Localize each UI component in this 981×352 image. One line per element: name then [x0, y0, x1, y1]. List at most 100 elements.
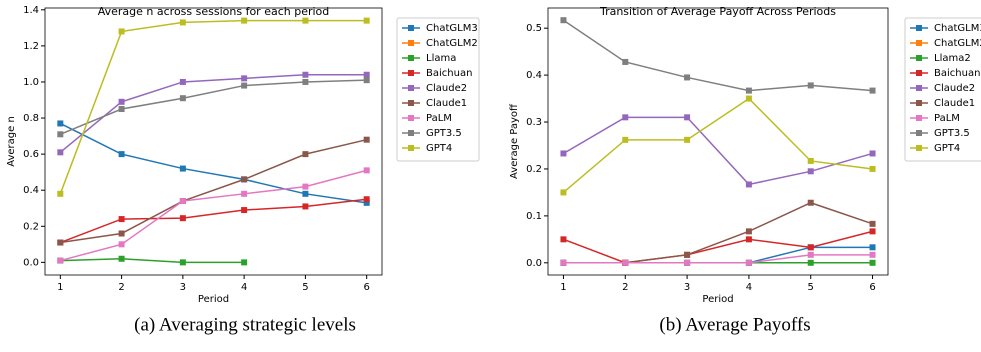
- series-line: [60, 138, 367, 244]
- x-tick-label: 2: [622, 282, 628, 293]
- y-tick-label: 0.0: [23, 257, 39, 268]
- point-marker: [179, 259, 186, 266]
- point-marker: [807, 82, 814, 89]
- point-marker: [241, 17, 248, 24]
- point-marker: [622, 58, 629, 65]
- legend-label: PaLM: [426, 113, 452, 124]
- point-marker: [57, 149, 64, 156]
- legend-swatch: [916, 130, 922, 136]
- point-marker: [869, 87, 876, 94]
- series-line: [563, 254, 873, 264]
- point-marker: [302, 183, 309, 190]
- legend-swatch: [408, 40, 414, 46]
- y-tick-label: 0.8: [23, 113, 39, 124]
- point-marker: [869, 228, 876, 235]
- point-marker: [560, 236, 567, 243]
- x-tick-label: 6: [363, 282, 369, 293]
- legend-swatch: [408, 85, 414, 91]
- legend-label: PaLM: [934, 113, 960, 124]
- point-marker: [57, 190, 64, 197]
- point-marker: [622, 259, 629, 266]
- series-line: [60, 79, 367, 135]
- legend-label: GPT3.5: [934, 128, 970, 139]
- chart-title: Transition of Average Payoff Across Peri…: [599, 5, 836, 18]
- point-marker: [869, 251, 876, 258]
- legend-swatch: [916, 100, 922, 106]
- point-marker: [745, 95, 752, 102]
- point-marker: [745, 181, 752, 188]
- y-tick-label: 1.0: [23, 77, 39, 88]
- legend-swatch: [916, 55, 922, 61]
- legend-label: GPT4: [426, 143, 452, 154]
- point-marker: [622, 114, 629, 121]
- legend-label: ChatGLM3: [934, 23, 981, 34]
- legend-swatch: [916, 145, 922, 151]
- x-tick-label: 1: [560, 282, 566, 293]
- point-marker: [745, 236, 752, 243]
- legend-label: GPT4: [934, 143, 960, 154]
- point-marker: [118, 255, 125, 262]
- y-tick-label: 0.0: [526, 258, 542, 269]
- legend-swatch: [916, 115, 922, 121]
- series-line: [60, 198, 367, 244]
- legend-label: Claude2: [426, 83, 467, 94]
- x-tick-label: 2: [118, 282, 124, 293]
- point-marker: [57, 257, 64, 264]
- y-tick-label: 0.5: [526, 23, 542, 34]
- legend-swatch: [916, 85, 922, 91]
- point-marker: [363, 196, 370, 203]
- legend-label: ChatGLM2: [426, 38, 478, 49]
- point-marker: [869, 165, 876, 172]
- legend-swatch: [408, 115, 414, 121]
- y-axis-label: Average Payoff: [509, 103, 520, 179]
- legend-label: Claude1: [426, 98, 467, 109]
- point-marker: [302, 17, 309, 24]
- point-marker: [179, 19, 186, 26]
- y-tick-label: 0.4: [526, 70, 542, 81]
- series-line: [59, 122, 367, 204]
- point-marker: [118, 106, 125, 113]
- x-tick-label: 3: [180, 282, 186, 293]
- point-marker: [560, 150, 567, 157]
- point-marker: [57, 239, 64, 246]
- series-line: [563, 201, 873, 264]
- point-marker: [302, 151, 309, 158]
- y-tick-label: 1.4: [23, 5, 39, 16]
- legend-swatch: [916, 40, 922, 46]
- point-marker: [684, 74, 691, 81]
- point-marker: [869, 259, 876, 266]
- point-marker: [807, 244, 814, 251]
- x-tick-label: 6: [869, 282, 875, 293]
- point-marker: [241, 259, 248, 266]
- point-marker: [179, 198, 186, 205]
- legend-swatch: [408, 100, 414, 106]
- point-marker: [363, 71, 370, 78]
- legend-label: Claude2: [934, 83, 975, 94]
- point-marker: [807, 157, 814, 164]
- point-marker: [118, 28, 125, 35]
- point-marker: [363, 136, 370, 143]
- legend-label: GPT3.5: [426, 128, 462, 139]
- legend-swatch: [408, 70, 414, 76]
- point-marker: [363, 17, 370, 24]
- point-marker: [560, 259, 567, 266]
- plot-frame: [44, 7, 383, 276]
- legend-swatch: [408, 130, 414, 136]
- x-tick-label: 3: [684, 282, 690, 293]
- point-marker: [745, 87, 752, 94]
- legend-label: Llama: [426, 53, 456, 64]
- y-tick-label: 0.1: [526, 211, 542, 222]
- point-marker: [118, 151, 125, 158]
- x-tick-label: 4: [241, 282, 247, 293]
- point-marker: [241, 176, 248, 183]
- point-marker: [869, 220, 876, 227]
- point-marker: [302, 78, 309, 85]
- point-marker: [241, 75, 248, 82]
- point-marker: [241, 82, 248, 89]
- legend-label: Claude1: [934, 98, 975, 109]
- point-marker: [807, 168, 814, 175]
- legend-label: ChatGLM3: [426, 23, 478, 34]
- point-marker: [560, 17, 567, 24]
- point-marker: [684, 114, 691, 121]
